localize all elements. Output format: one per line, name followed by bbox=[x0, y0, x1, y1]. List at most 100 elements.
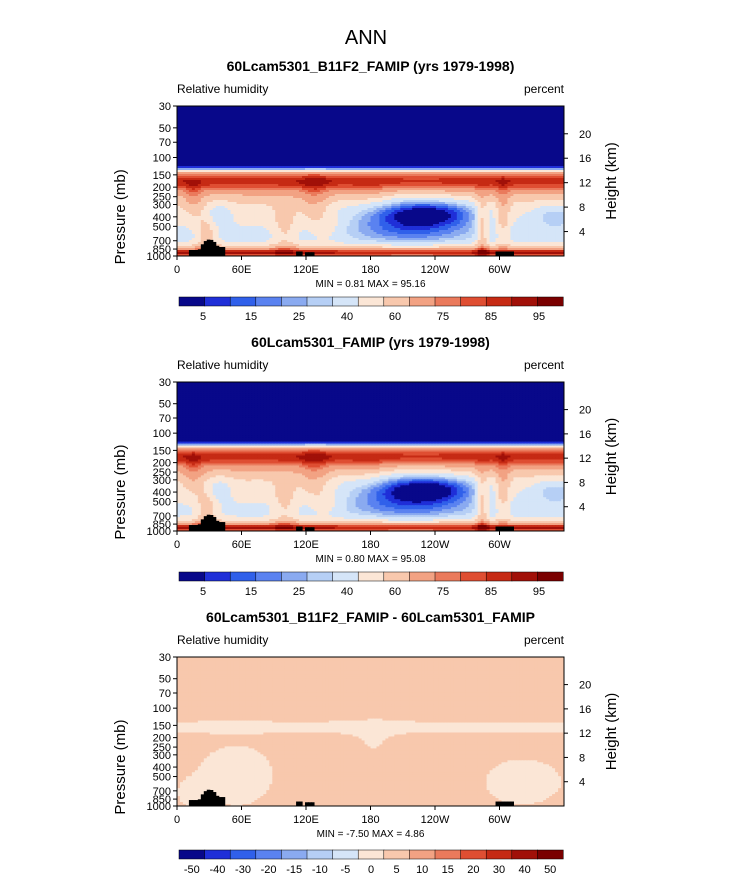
colorbar-label: 40 bbox=[341, 586, 353, 598]
topography-mask bbox=[222, 797, 226, 806]
x-tick-label: 120E bbox=[293, 814, 319, 826]
right-tick-label: 12 bbox=[579, 453, 591, 465]
y-tick-label: 300 bbox=[153, 750, 171, 762]
colorbar-swatch bbox=[512, 297, 538, 306]
topography-mask bbox=[510, 802, 514, 806]
y-tick-label: 1000 bbox=[147, 251, 171, 263]
right-tick-label: 4 bbox=[579, 227, 585, 239]
colorbar-swatch bbox=[333, 850, 359, 859]
right-axis-label: Height (km) bbox=[603, 142, 620, 220]
x-tick-label: 60W bbox=[488, 539, 511, 551]
colorbar-swatch bbox=[333, 572, 359, 581]
units-label: percent bbox=[524, 82, 565, 96]
y-tick-label: 1000 bbox=[147, 526, 171, 538]
colorbar-swatch bbox=[384, 297, 410, 306]
topography-mask bbox=[299, 527, 303, 531]
y-tick-label: 1000 bbox=[147, 801, 171, 813]
panel-title: 60Lcam5301_B11F2_FAMIP (yrs 1979-1998) bbox=[227, 58, 515, 74]
colorbar-label: 85 bbox=[485, 311, 497, 323]
colorbar-swatch bbox=[435, 850, 461, 859]
right-tick-label: 16 bbox=[579, 704, 591, 716]
min-max-stats: MIN = 0.81 MAX = 95.16 bbox=[315, 279, 425, 290]
x-tick-label: 180 bbox=[361, 814, 379, 826]
colorbar-label: 75 bbox=[437, 311, 449, 323]
y-tick-label: 70 bbox=[159, 688, 171, 700]
y-tick-label: 70 bbox=[159, 413, 171, 425]
topography-mask bbox=[311, 527, 315, 531]
chart-panel-3: 60Lcam5301_B11F2_FAMIP - 60Lcam5301_FAMI… bbox=[112, 609, 620, 876]
colorbar-label: 5 bbox=[200, 311, 206, 323]
topography-mask bbox=[510, 252, 514, 257]
colorbar-swatch bbox=[281, 297, 307, 306]
y-tick-label: 100 bbox=[153, 428, 171, 440]
page-title: ANN bbox=[345, 27, 387, 49]
y-tick-label: 50 bbox=[159, 399, 171, 411]
colorbar-swatch bbox=[230, 572, 256, 581]
colorbar-swatch bbox=[307, 850, 333, 859]
y-tick-label: 300 bbox=[153, 475, 171, 487]
colorbar-swatch bbox=[537, 297, 563, 306]
colorbar-label: 95 bbox=[533, 586, 545, 598]
colorbar-label: -5 bbox=[341, 864, 351, 876]
colorbar-swatch bbox=[230, 297, 256, 306]
variable-label: Relative humidity bbox=[177, 633, 268, 647]
y-tick-label: 500 bbox=[153, 772, 171, 784]
x-tick-label: 180 bbox=[361, 264, 379, 276]
colorbar-label: -15 bbox=[286, 864, 302, 876]
colorbar-swatch bbox=[358, 850, 384, 859]
colorbar-label: 95 bbox=[533, 311, 545, 323]
colorbar-swatch bbox=[307, 572, 333, 581]
right-tick-label: 4 bbox=[579, 502, 585, 514]
x-tick-label: 0 bbox=[174, 539, 180, 551]
colorbar-swatch bbox=[409, 297, 435, 306]
colorbar-label: 0 bbox=[368, 864, 374, 876]
x-tick-label: 0 bbox=[174, 264, 180, 276]
colorbar-swatch bbox=[512, 850, 538, 859]
right-tick-label: 12 bbox=[579, 178, 591, 190]
right-tick-label: 8 bbox=[579, 752, 585, 764]
chart-panel-2: 60Lcam5301_FAMIP (yrs 1979-1998)Relative… bbox=[112, 334, 620, 598]
y-tick-label: 30 bbox=[159, 652, 171, 664]
x-tick-label: 60E bbox=[232, 539, 252, 551]
y-tick-label: 50 bbox=[159, 674, 171, 686]
panel-title: 60Lcam5301_FAMIP (yrs 1979-1998) bbox=[251, 334, 490, 350]
topography-mask bbox=[299, 252, 303, 257]
colorbar-swatch bbox=[486, 572, 512, 581]
topography-mask bbox=[311, 802, 315, 806]
colorbar-swatch bbox=[537, 850, 563, 859]
colorbar-label: 5 bbox=[200, 586, 206, 598]
colorbar-swatch bbox=[281, 850, 307, 859]
colorbar-label: 5 bbox=[394, 864, 400, 876]
colorbar-swatch bbox=[179, 297, 205, 306]
colorbar-swatch bbox=[358, 297, 384, 306]
x-tick-label: 180 bbox=[361, 539, 379, 551]
colorbar-swatch bbox=[461, 850, 487, 859]
right-tick-label: 20 bbox=[579, 680, 591, 692]
colorbar-label: 25 bbox=[293, 311, 305, 323]
colorbar-label: -20 bbox=[261, 864, 277, 876]
colorbar-label: -10 bbox=[312, 864, 328, 876]
contour-field bbox=[177, 657, 565, 807]
min-max-stats: MIN = 0.80 MAX = 95.08 bbox=[315, 554, 425, 565]
right-tick-label: 20 bbox=[579, 129, 591, 141]
colorbar-label: 10 bbox=[416, 864, 428, 876]
right-tick-label: 12 bbox=[579, 728, 591, 740]
topography-mask bbox=[222, 522, 226, 531]
colorbar-label: 20 bbox=[467, 864, 479, 876]
colorbar-swatch bbox=[358, 572, 384, 581]
y-tick-label: 500 bbox=[153, 497, 171, 509]
x-tick-label: 120E bbox=[293, 539, 319, 551]
colorbar-label: 85 bbox=[485, 586, 497, 598]
colorbar-swatch bbox=[512, 572, 538, 581]
variable-label: Relative humidity bbox=[177, 82, 268, 96]
y-axis-label: Pressure (mb) bbox=[112, 445, 129, 540]
colorbar-label: -40 bbox=[209, 864, 225, 876]
topography-mask bbox=[510, 527, 514, 531]
colorbar-swatch bbox=[435, 297, 461, 306]
colorbar-swatch bbox=[384, 572, 410, 581]
right-tick-label: 20 bbox=[579, 405, 591, 417]
colorbar-swatch bbox=[537, 572, 563, 581]
colorbar-label: -30 bbox=[235, 864, 251, 876]
